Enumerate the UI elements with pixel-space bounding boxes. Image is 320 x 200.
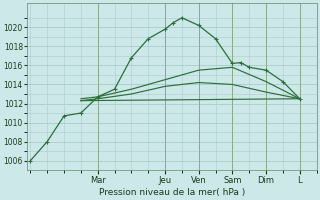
X-axis label: Pression niveau de la mer( hPa ): Pression niveau de la mer( hPa ) <box>99 188 245 197</box>
